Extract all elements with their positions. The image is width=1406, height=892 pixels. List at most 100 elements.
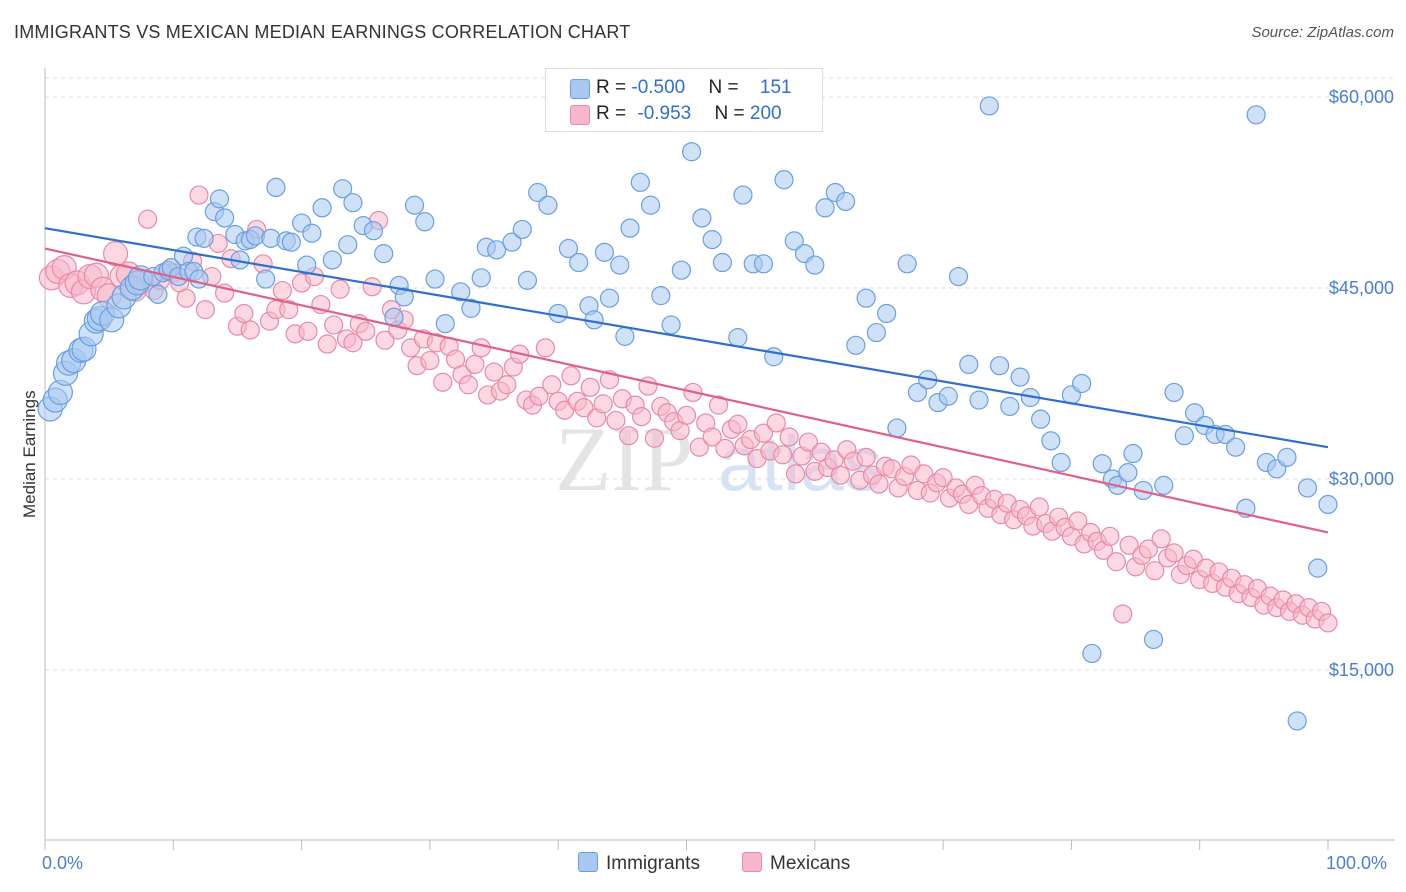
immigrants-legend-swatch — [578, 852, 598, 872]
legend-item-immigrants[interactable]: Immigrants — [578, 852, 700, 875]
data-point — [538, 195, 558, 215]
data-point — [599, 288, 620, 308]
data-point — [356, 321, 376, 341]
data-point — [830, 465, 851, 485]
data-point — [535, 338, 555, 358]
n-label: N = — [708, 77, 744, 98]
data-point — [317, 334, 337, 354]
data-point — [375, 330, 395, 350]
data-point — [176, 288, 196, 308]
data-point — [528, 182, 548, 203]
data-point — [933, 468, 953, 488]
data-point — [512, 219, 532, 240]
data-point — [661, 315, 681, 335]
data-point — [712, 252, 733, 273]
data-point — [102, 241, 129, 267]
data-point — [728, 328, 748, 348]
data-point — [1113, 604, 1133, 624]
stats-legend: R = -0.500 N = 151 R = -0.953 N = 200 — [545, 68, 823, 132]
data-point — [1041, 431, 1061, 451]
legend-item-mexicans[interactable]: Mexicans — [742, 852, 850, 875]
data-point — [215, 208, 235, 228]
data-point — [1318, 494, 1338, 515]
data-point — [433, 372, 453, 392]
data-point — [138, 209, 158, 229]
data-point — [615, 326, 635, 346]
data-point — [779, 427, 799, 447]
data-point — [281, 232, 301, 252]
data-point — [1106, 552, 1126, 572]
data-point — [298, 321, 318, 341]
data-point — [194, 228, 214, 248]
data-point — [1277, 447, 1297, 467]
y-tick-60000: $60,000 — [1328, 87, 1394, 107]
data-point — [815, 198, 835, 218]
n-label: N = — [714, 103, 750, 124]
mexicans-legend-swatch — [742, 852, 762, 872]
data-point — [798, 432, 818, 452]
legend-row-mexicans: R = -0.953 N = 200 — [570, 103, 782, 125]
data-point — [979, 96, 999, 116]
data-point — [619, 426, 639, 446]
data-point — [846, 335, 866, 355]
data-point — [425, 269, 445, 289]
data-point — [702, 230, 722, 250]
chart-title: IMMIGRANTS VS MEXICAN MEDIAN EARNINGS CO… — [14, 22, 631, 42]
data-point — [435, 314, 455, 334]
data-point — [580, 377, 600, 397]
data-point — [497, 375, 517, 395]
data-point — [148, 284, 168, 304]
data-point — [548, 303, 568, 324]
data-point — [1287, 711, 1307, 731]
data-point — [773, 445, 793, 465]
data-point — [189, 269, 209, 289]
data-point — [471, 338, 491, 358]
data-point — [487, 240, 507, 260]
data-point — [256, 269, 276, 289]
data-point — [1072, 373, 1092, 394]
data-point — [404, 195, 425, 215]
r-value: -0.953 — [637, 103, 692, 124]
data-point — [1031, 409, 1051, 429]
data-point — [753, 423, 774, 443]
data-point — [651, 286, 671, 306]
data-point — [610, 255, 630, 275]
data-point — [471, 268, 491, 288]
data-point — [209, 189, 230, 209]
data-point — [784, 231, 804, 251]
data-point — [869, 474, 889, 494]
data-point — [676, 405, 697, 425]
data-point — [907, 382, 928, 403]
data-point — [484, 362, 504, 382]
x-tick-max: 100.0% — [1326, 853, 1388, 873]
data-point — [574, 398, 594, 418]
data-point — [1174, 426, 1194, 446]
data-point — [644, 428, 665, 448]
data-point — [856, 447, 876, 467]
x-tick-min: 0.0% — [42, 853, 84, 873]
data-point — [558, 238, 579, 259]
data-point — [1226, 437, 1246, 457]
data-point — [529, 386, 549, 406]
data-point — [606, 410, 626, 431]
data-point — [451, 282, 471, 302]
data-point — [1010, 367, 1030, 387]
data-point — [461, 298, 481, 318]
data-point — [640, 195, 661, 215]
data-point — [630, 172, 650, 192]
data-point — [620, 218, 640, 238]
data-point — [312, 198, 332, 218]
n-value: 200 — [749, 103, 782, 124]
data-point — [774, 170, 794, 190]
y-tick-45000: $45,000 — [1328, 278, 1394, 298]
data-point — [753, 254, 774, 274]
legend-label: Mexicans — [770, 853, 851, 874]
data-point — [805, 255, 825, 275]
data-point — [465, 354, 485, 374]
data-point — [715, 438, 735, 459]
data-point — [338, 235, 358, 255]
data-point — [415, 212, 435, 232]
data-point — [733, 185, 753, 205]
data-point — [785, 464, 806, 484]
data-point — [302, 223, 322, 243]
